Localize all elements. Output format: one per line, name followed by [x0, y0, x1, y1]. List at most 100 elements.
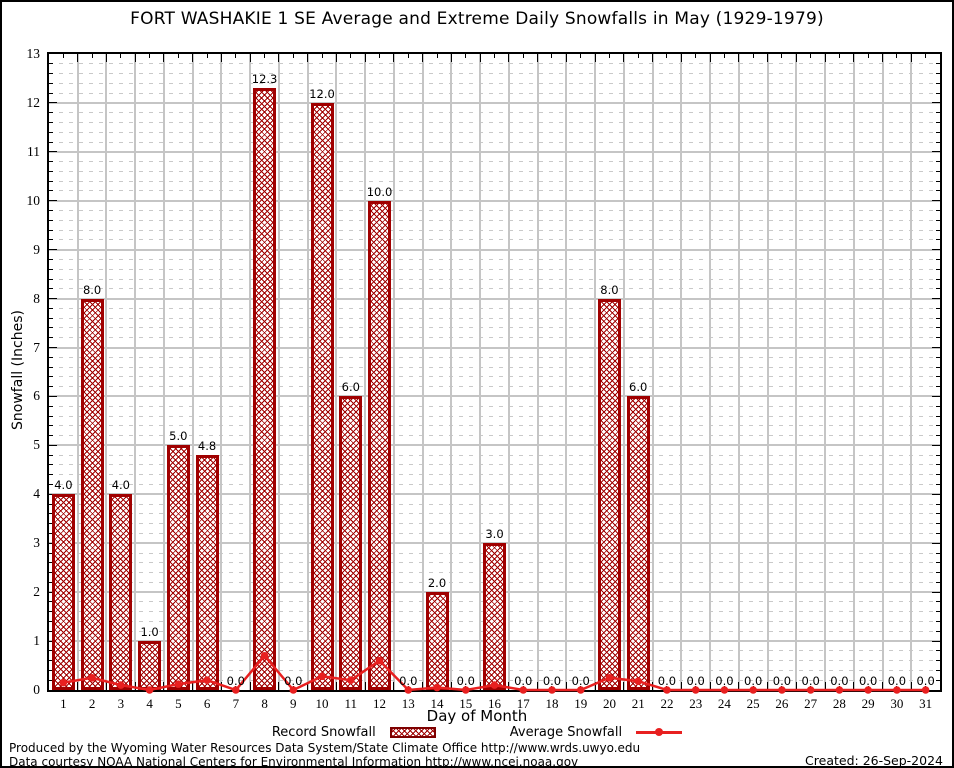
average-point-marker: [88, 673, 96, 682]
x-tick-label: 31: [919, 696, 933, 711]
legend-line-marker-icon: [655, 728, 664, 736]
x-tick-label: 30: [890, 696, 904, 711]
average-point-marker: [634, 677, 643, 685]
y-tick-label: 3: [33, 535, 40, 551]
average-point-marker: [519, 686, 528, 694]
x-tick-label: 28: [832, 696, 846, 711]
x-tick-label: 20: [602, 696, 616, 711]
bar-value-label: 0.0: [830, 674, 849, 688]
bar-value-label: 0.0: [715, 674, 734, 688]
average-point-marker: [605, 673, 614, 682]
y-tick-label: 11: [27, 143, 40, 159]
average-point-marker: [404, 686, 413, 694]
created-date: Created: 26-Sep-2024: [805, 753, 943, 768]
average-point-marker: [749, 686, 757, 694]
average-point-marker: [174, 680, 183, 688]
average-point-marker: [260, 651, 269, 660]
x-tick-label: 9: [290, 696, 297, 711]
bar-value-label: 0.0: [744, 674, 763, 688]
x-tick-label: 19: [574, 696, 588, 711]
y-tick-label: 0: [33, 682, 40, 697]
x-tick-label: 24: [717, 696, 731, 711]
legend-average-label: Average Snowfall: [509, 724, 623, 740]
record-snowfall-swatch: [389, 726, 436, 738]
average-point-marker: [289, 686, 298, 694]
record-snowfall-bar: [166, 445, 190, 690]
average-point-marker: [835, 686, 844, 694]
bar-value-label: 6.0: [341, 380, 360, 395]
x-tick-label: 1: [60, 696, 67, 711]
average-point-marker: [720, 686, 729, 694]
y-axis-title: Snowfall (Inches): [10, 310, 26, 430]
y-tick-label: 8: [33, 290, 40, 306]
average-point-marker: [433, 683, 441, 692]
x-tick-label: 16: [488, 696, 501, 711]
x-tick-label: 21: [631, 696, 645, 711]
average-point-marker: [921, 686, 930, 694]
x-tick-label: 25: [746, 696, 760, 711]
average-point-marker: [145, 686, 154, 694]
y-tick-label: 2: [33, 584, 40, 600]
average-point-marker: [117, 681, 125, 689]
average-point-marker: [203, 676, 211, 685]
average-snowfall-line: [59, 651, 930, 694]
average-point-marker: [663, 686, 671, 694]
x-tick-label: 27: [804, 696, 818, 711]
average-point-marker: [893, 686, 901, 694]
average-point-marker: [576, 686, 585, 694]
x-tick-label: 17: [516, 696, 530, 711]
average-point-marker: [864, 686, 872, 694]
average-point-marker: [318, 672, 326, 681]
y-tick-label: 5: [33, 437, 40, 453]
average-snowfall-line-sample: [636, 727, 683, 738]
bar-value-label: 0.0: [686, 674, 705, 688]
bar-value-label: 0.0: [456, 674, 475, 688]
bar-value-label: 12.0: [309, 86, 335, 101]
average-point-marker: [232, 686, 240, 694]
average-point-marker: [375, 656, 384, 665]
x-tick-label: 4: [146, 696, 153, 711]
y-tick-label: 4: [33, 486, 40, 502]
bar-value-label: 0.0: [657, 674, 677, 688]
x-tick-label: 26: [775, 696, 789, 711]
bar-value-label: 1.0: [140, 625, 159, 640]
legend: Record Snowfall Average Snowfall: [2, 724, 952, 740]
x-tick-label: 29: [861, 696, 875, 711]
y-tick-label: 1: [33, 633, 40, 649]
bar-value-label: 0.0: [226, 674, 245, 688]
x-tick-label: 23: [689, 696, 703, 711]
bar-value-label: 0.0: [858, 674, 878, 688]
average-point-marker: [806, 686, 815, 694]
x-tick-label: 11: [344, 696, 358, 711]
record-snowfall-bar: [483, 543, 506, 690]
chart-title: FORT WASHAKIE 1 SE Average and Extreme D…: [130, 9, 824, 29]
average-point-marker: [490, 681, 499, 689]
x-tick-label: 8: [261, 696, 268, 711]
y-tick-label: 13: [26, 46, 41, 61]
average-point-marker: [346, 676, 355, 685]
average-point-marker: [59, 678, 68, 687]
y-tick-label: 12: [26, 94, 41, 110]
x-tick-label: 15: [459, 696, 473, 711]
y-tick-label: 7: [33, 339, 40, 355]
legend-record-label: Record Snowfall: [271, 724, 376, 740]
x-tick-label: 2: [88, 696, 96, 711]
bar-value-label: 0.0: [772, 674, 792, 688]
x-tick-label: 22: [660, 696, 674, 711]
bar-value-label: 0.0: [887, 674, 907, 688]
x-tick-label: 7: [232, 696, 240, 711]
bar-value-label: 8.0: [600, 282, 619, 297]
bar-value-label: 4.0: [54, 478, 73, 493]
x-tick-label: 12: [373, 696, 387, 711]
y-tick-label: 9: [33, 241, 40, 257]
x-tick-label: 18: [545, 696, 559, 711]
bar-value-label: 0.0: [514, 674, 533, 688]
x-tick-label: 13: [401, 696, 415, 711]
bar-value-label: 0.0: [571, 674, 590, 688]
average-point-marker: [778, 686, 786, 694]
bar-value-label: 0.0: [399, 674, 418, 688]
y-tick-label: 10: [26, 192, 41, 208]
bar-value-label: 10.0: [366, 184, 393, 199]
footer-line-2: Data courtesy NOAA National Centers for …: [9, 755, 579, 768]
